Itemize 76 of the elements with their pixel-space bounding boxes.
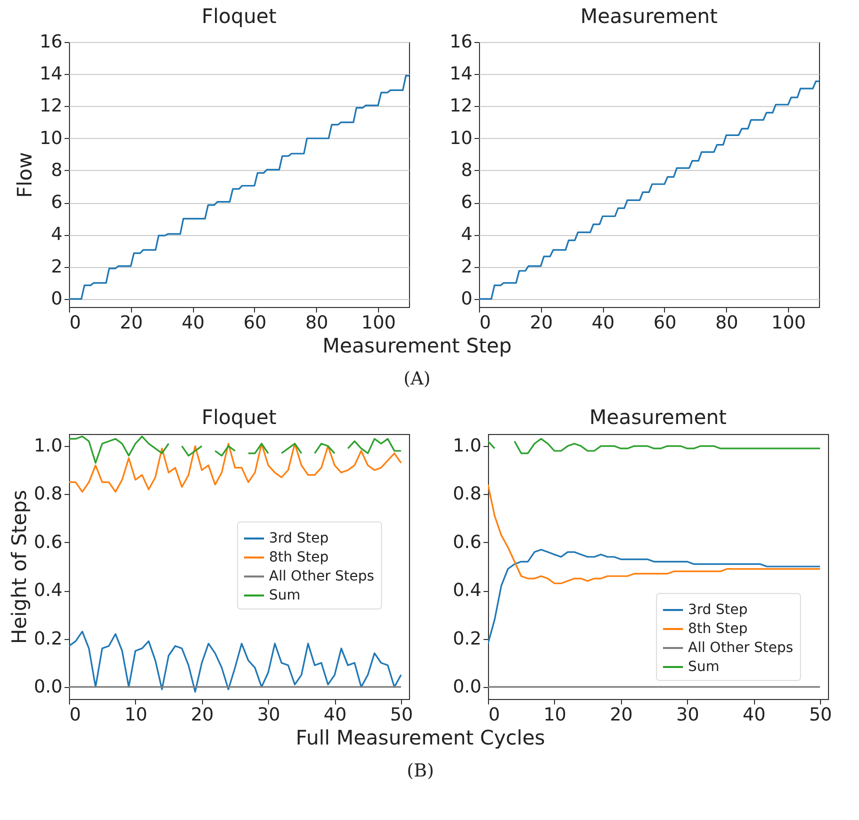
y-tick-label: 6 <box>461 192 472 214</box>
y-tick-label: 10 <box>40 128 62 149</box>
y-tick-label: 0.4 <box>452 580 482 602</box>
chart-title: Floquet <box>202 405 277 429</box>
x-tick-label: 20 <box>530 312 553 334</box>
line-series <box>69 442 402 493</box>
x-tick-label: 10 <box>543 704 566 726</box>
y-tick-label: 10 <box>450 128 472 149</box>
y-tick-label: 0.0 <box>34 676 62 698</box>
y-tick-label: 0.4 <box>34 580 62 602</box>
x-axis-title: Full Measurement Cycles <box>296 726 546 750</box>
line-series <box>479 80 819 300</box>
y-tick-label: 14 <box>40 64 62 85</box>
x-tick-label: 40 <box>742 704 766 726</box>
line-series <box>69 630 402 693</box>
x-tick-label: 0 <box>70 312 81 334</box>
chart-title: Floquet <box>202 4 277 28</box>
x-tick-label: 100 <box>361 312 396 334</box>
x-tick-label: 40 <box>182 312 205 334</box>
y-tick-label: 0.0 <box>452 676 482 698</box>
y-tick-label: 1.0 <box>34 436 62 457</box>
legend-label: 8th Step <box>688 621 748 637</box>
x-tick-label: 100 <box>771 312 806 334</box>
x-tick-label: 0 <box>70 704 81 726</box>
y-tick-label: 1.0 <box>452 436 482 457</box>
y-tick-label: 8 <box>461 160 472 181</box>
chart-title: Measurement <box>580 4 718 28</box>
y-axis-title: Height of Steps <box>6 490 31 644</box>
x-tick-label: 40 <box>592 312 615 334</box>
y-tick-label: 16 <box>450 32 472 52</box>
x-tick-label: 20 <box>120 312 143 334</box>
x-tick-label: 30 <box>676 704 700 726</box>
x-tick-label: 20 <box>190 704 214 726</box>
y-tick-label: 0.6 <box>452 532 482 553</box>
y-tick-label: 4 <box>51 224 62 246</box>
y-tick-label: 0.8 <box>452 484 482 505</box>
y-tick-label: 0.6 <box>34 532 62 553</box>
y-tick-label: 0 <box>51 288 62 310</box>
y-tick-label: 16 <box>40 32 62 52</box>
x-tick-label: 0 <box>488 704 500 726</box>
x-tick-label: 60 <box>244 312 266 334</box>
legend-label: 3rd Step <box>269 530 329 546</box>
legend-label: All Other Steps <box>688 640 794 656</box>
y-tick-label: 0 <box>461 288 472 310</box>
legend-label: 8th Step <box>269 549 329 566</box>
y-tick-label: 2 <box>461 256 472 278</box>
y-tick-label: 0.2 <box>452 628 482 650</box>
x-tick-label: 20 <box>610 704 633 726</box>
y-axis-title: Flow <box>12 152 37 198</box>
legend-label: All Other Steps <box>269 568 374 584</box>
x-tick-label: 60 <box>654 312 676 334</box>
legend-label: 3rd Step <box>688 602 748 618</box>
text: (B) <box>406 760 434 782</box>
x-axis-title: Measurement Step <box>322 334 512 358</box>
y-tick-label: 12 <box>450 96 472 117</box>
y-tick-label: 2 <box>51 256 62 278</box>
legend-label: Sum <box>688 659 720 675</box>
x-tick-label: 50 <box>390 704 413 726</box>
x-tick-label: 50 <box>809 704 832 726</box>
x-tick-label: 10 <box>124 704 148 726</box>
y-tick-label: 14 <box>450 64 472 85</box>
line-series <box>69 74 409 300</box>
line-series <box>488 484 821 584</box>
legend-label: Sum <box>269 587 300 604</box>
y-tick-label: 12 <box>40 96 62 117</box>
x-tick-label: 30 <box>257 704 280 726</box>
x-tick-label: 80 <box>305 312 328 334</box>
text: (A) <box>404 368 431 390</box>
x-tick-label: 80 <box>715 312 738 334</box>
y-tick-label: 0.8 <box>34 484 62 505</box>
y-tick-label: 8 <box>51 160 62 181</box>
x-tick-label: 40 <box>324 704 347 726</box>
y-tick-label: 0.2 <box>34 628 62 650</box>
y-tick-label: 6 <box>51 192 62 214</box>
chart-title: Measurement <box>589 405 727 429</box>
y-tick-label: 4 <box>461 224 472 246</box>
